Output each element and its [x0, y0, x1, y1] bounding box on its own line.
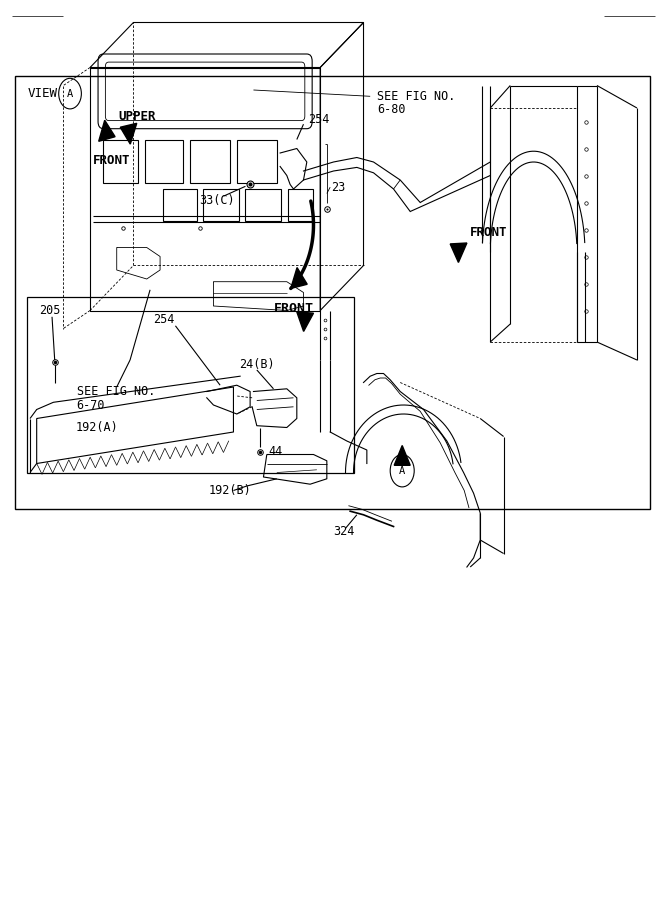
Polygon shape	[297, 312, 313, 331]
Bar	[203, 189, 239, 220]
Text: 192(A): 192(A)	[75, 421, 118, 434]
Text: 6-70: 6-70	[77, 400, 105, 412]
Bar	[15, 76, 650, 508]
Bar	[190, 140, 230, 183]
Text: UPPER: UPPER	[118, 111, 155, 123]
Text: 254: 254	[153, 313, 174, 326]
Text: 192(B): 192(B)	[209, 484, 251, 497]
Text: 44: 44	[269, 446, 283, 458]
Text: VIEW: VIEW	[28, 87, 58, 100]
Text: 205: 205	[39, 304, 61, 317]
Polygon shape	[394, 446, 410, 465]
Text: 324: 324	[333, 526, 354, 538]
Text: A: A	[67, 88, 73, 99]
Text: FRONT: FRONT	[470, 226, 508, 239]
Text: 24(B): 24(B)	[239, 358, 275, 371]
Polygon shape	[291, 267, 307, 288]
Polygon shape	[120, 123, 137, 144]
Polygon shape	[450, 243, 467, 263]
Bar	[27, 297, 354, 472]
Text: FRONT: FRONT	[273, 302, 313, 315]
Polygon shape	[99, 121, 115, 141]
Bar	[163, 189, 197, 220]
Bar	[245, 189, 281, 220]
Text: A: A	[399, 465, 406, 476]
Text: 23: 23	[331, 181, 346, 194]
Text: SEE FIG NO.: SEE FIG NO.	[77, 385, 155, 398]
Text: 254: 254	[308, 113, 329, 126]
Bar	[288, 189, 313, 220]
Bar	[145, 140, 183, 183]
Bar	[237, 140, 277, 183]
Bar	[103, 140, 138, 183]
Text: 6-80: 6-80	[377, 104, 406, 116]
Text: SEE FIG NO.: SEE FIG NO.	[377, 90, 456, 103]
Text: 33(C): 33(C)	[199, 194, 235, 207]
Text: FRONT: FRONT	[93, 154, 131, 166]
